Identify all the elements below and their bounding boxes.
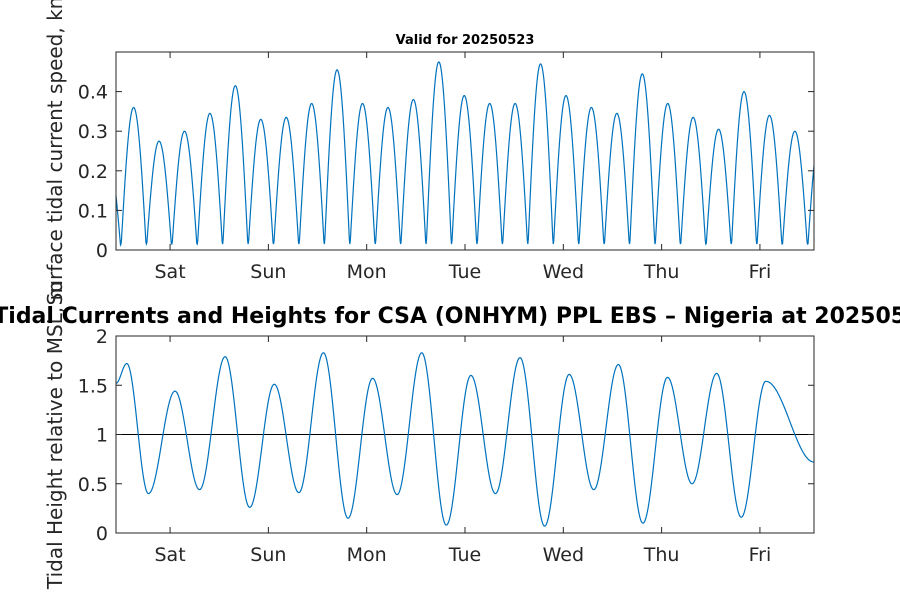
current-x-tick-label: Tue (448, 261, 481, 283)
height-y-ticks: 0 0.5 1 1.5 2 (78, 326, 814, 545)
tidal-height-panel: 0 0.5 1 1.5 2 Sat Sun Mon Tue Wed Thu Fri Tidal He… (43, 281, 815, 590)
current-y-tick-label: 0.3 (78, 121, 108, 143)
current-x-tick-label: Wed (543, 261, 584, 283)
height-x-tick-label: Sat (154, 544, 185, 566)
current-chart-title: Valid for 20250523 (396, 33, 535, 48)
current-y-axis-label: Surface tidal current speed, kn (43, 0, 67, 305)
current-x-tick-label: Fri (749, 261, 772, 283)
current-y-tick-label: 0.4 (78, 82, 108, 104)
current-x-tick-label: Thu (643, 261, 680, 283)
current-x-tick-label: Sun (250, 261, 286, 283)
current-speed-series (115, 61, 815, 247)
height-y-tick-label: 0.5 (78, 474, 108, 496)
height-y-tick-label: 0 (96, 523, 108, 545)
main-chart-title: Tidal Currents and Heights for CSA (ONHY… (0, 304, 900, 329)
current-x-ticks: Sat Sun Mon Tue Wed Thu Fri (154, 52, 771, 283)
height-x-tick-label: Tue (448, 544, 481, 566)
height-x-tick-label: Wed (543, 544, 584, 566)
current-y-tick-label: 0.2 (78, 161, 108, 183)
tidal-height-series (115, 352, 815, 527)
current-y-tick-label: 0.1 (78, 200, 108, 222)
height-y-tick-label: 2 (96, 326, 108, 348)
current-x-tick-label: Sat (154, 261, 185, 283)
current-x-tick-label: Mon (347, 261, 387, 283)
height-x-tick-label: Mon (347, 544, 387, 566)
current-y-tick-label: 0 (96, 240, 108, 262)
height-y-tick-label: 1 (96, 425, 108, 447)
height-x-tick-label: Thu (643, 544, 680, 566)
current-y-ticks: 0 0.1 0.2 0.3 0.4 (78, 82, 814, 262)
height-x-ticks: Sat Sun Mon Tue Wed Thu Fri (154, 336, 771, 566)
height-y-axis-label: Tidal Height relative to MSL, m (43, 281, 67, 590)
height-x-tick-label: Fri (749, 544, 772, 566)
height-y-tick-label: 1.5 (78, 375, 108, 397)
height-x-tick-label: Sun (250, 544, 286, 566)
current-speed-panel: Valid for 20250523 0 0.1 0.2 0.3 0.4 Sat Sun M… (43, 0, 815, 305)
